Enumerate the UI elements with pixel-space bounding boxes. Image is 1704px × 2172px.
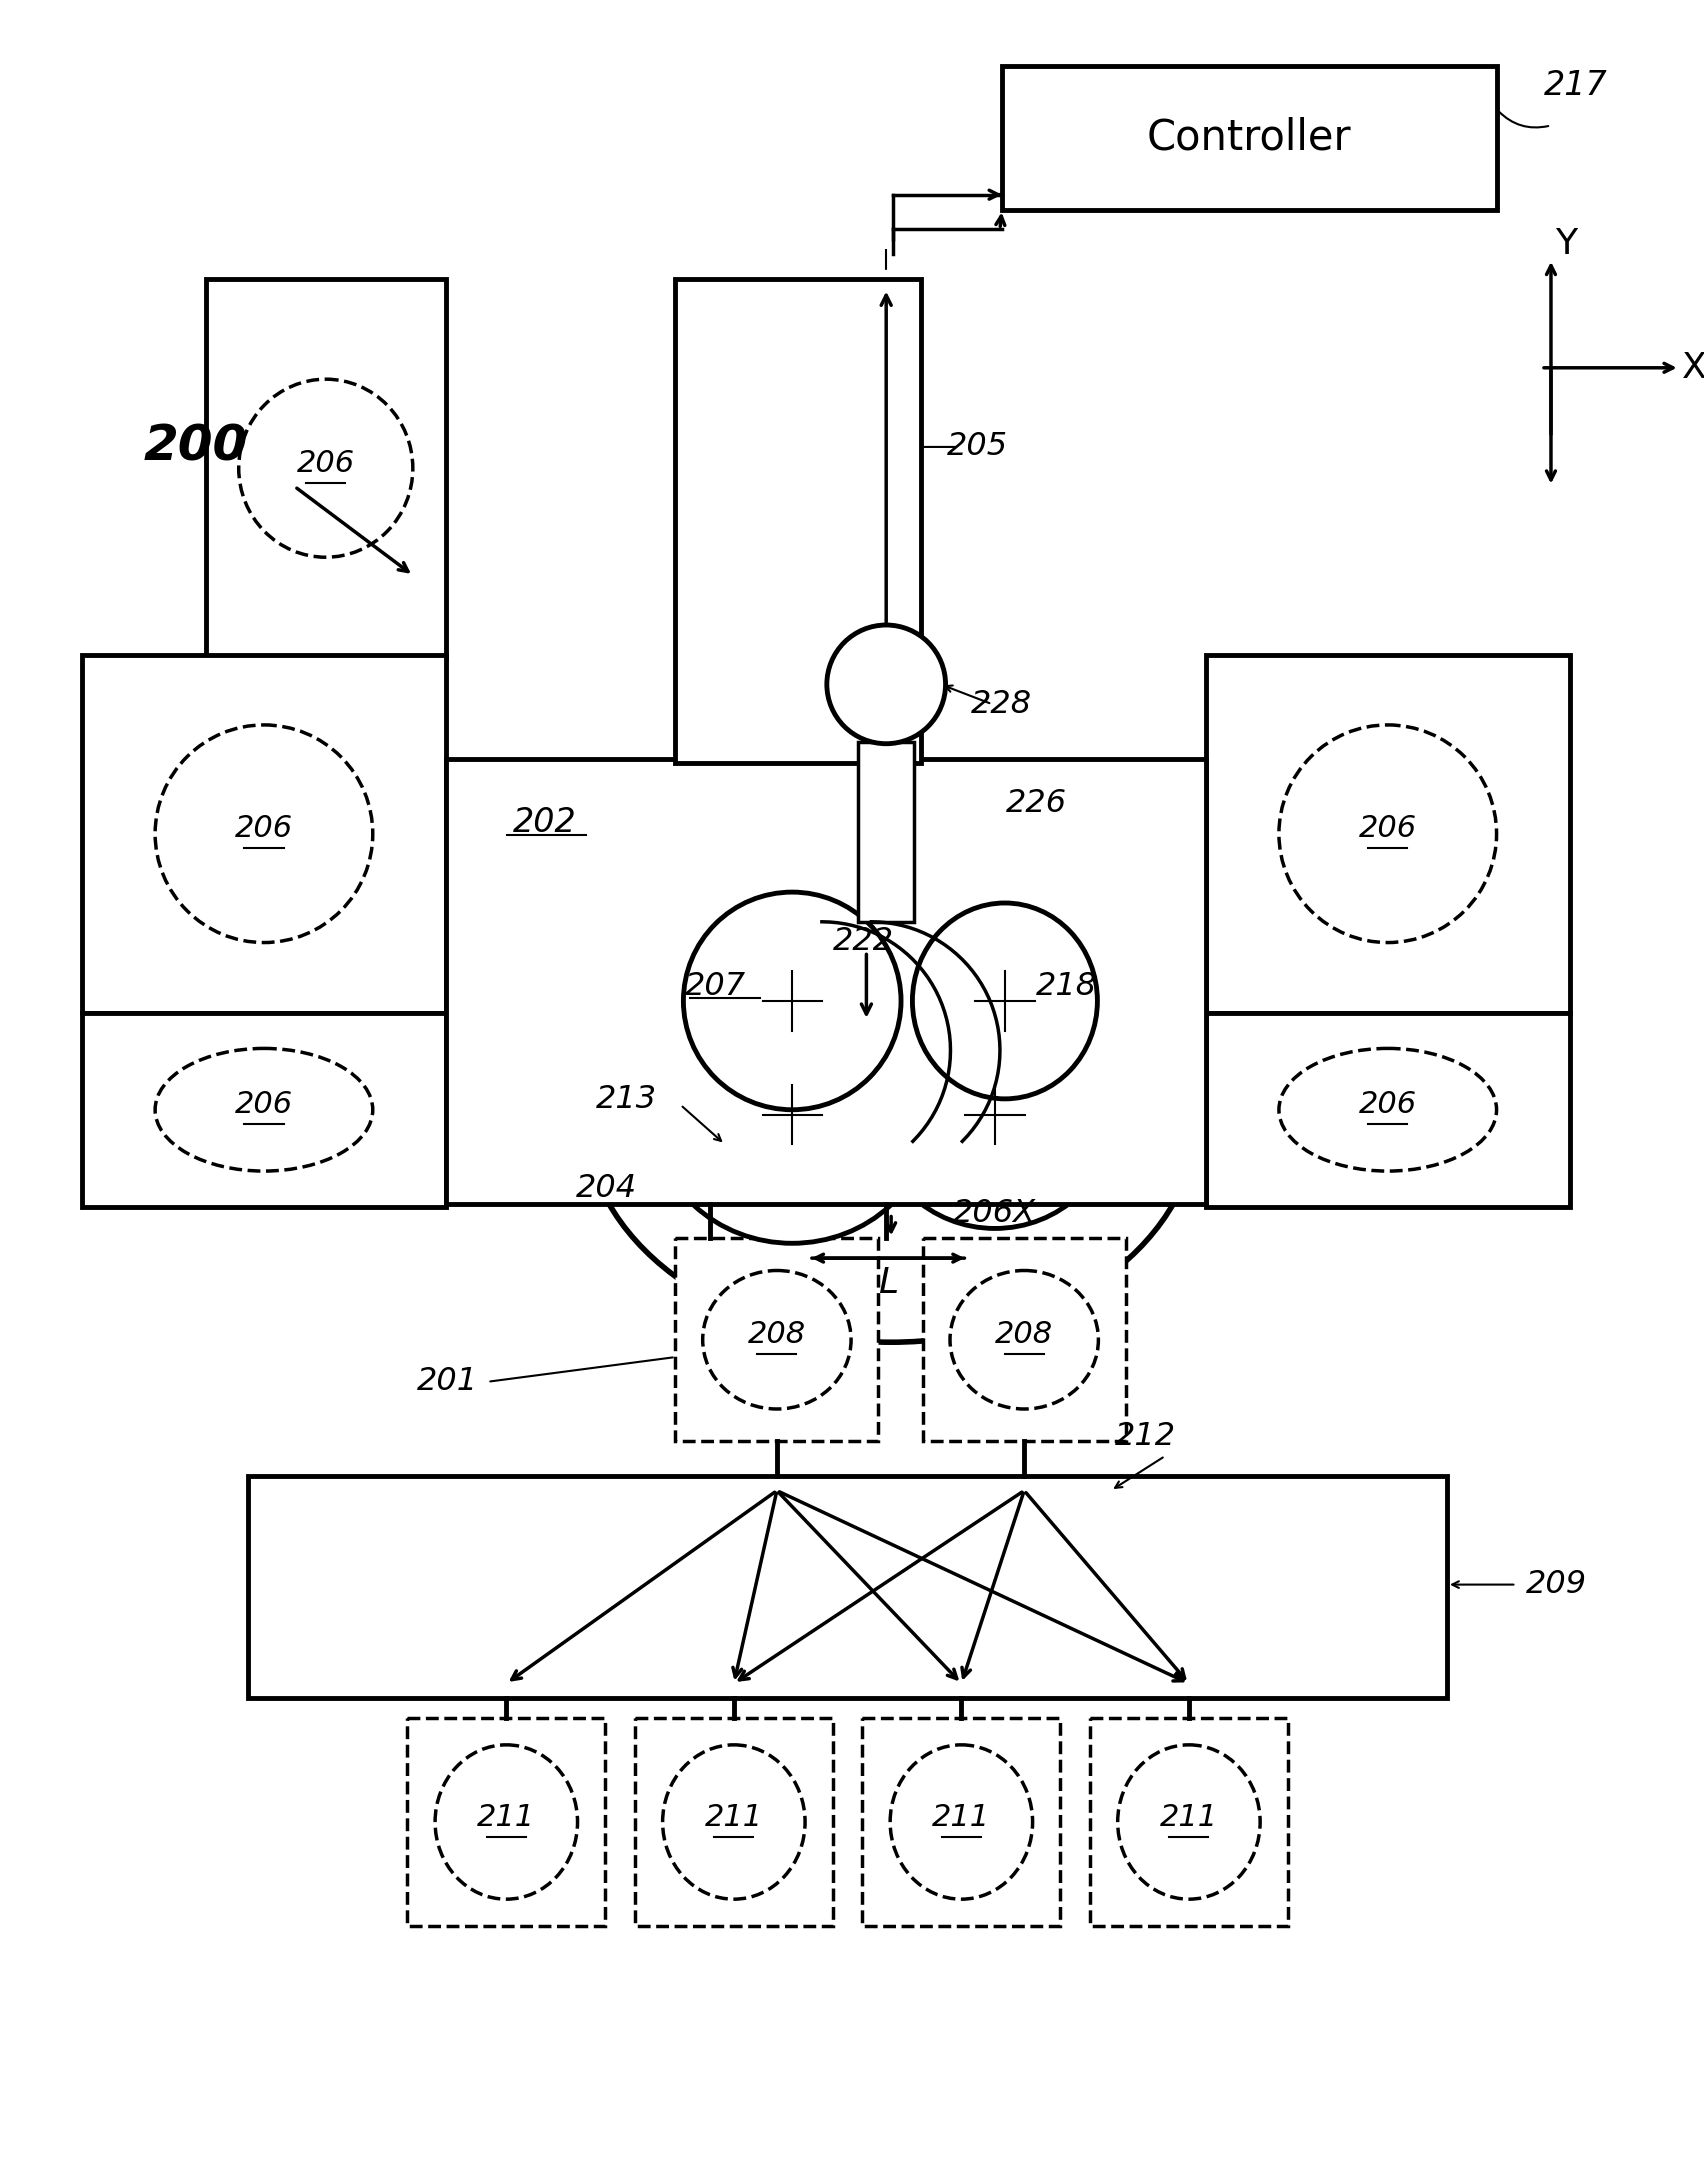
Text: 211: 211 [932,1803,990,1831]
Text: 218: 218 [1036,971,1097,1001]
Text: 206: 206 [235,1090,293,1119]
Text: L: L [878,1266,898,1299]
Bar [82,1012,446,1208]
Text: 209: 209 [1527,1568,1588,1601]
Bar [862,1718,1060,1927]
Text: 206: 206 [1358,814,1416,843]
Bar [675,1238,878,1442]
Ellipse shape [912,904,1097,1099]
Text: 201: 201 [416,1366,477,1397]
Bar [924,1238,1126,1442]
Bar [1206,654,1569,1012]
Text: 208: 208 [995,1321,1053,1349]
Bar [407,1718,605,1927]
Text: Controller: Controller [1147,117,1351,159]
Text: 226: 226 [1005,788,1067,819]
Text: 211: 211 [477,1803,535,1831]
Bar [82,654,446,1012]
Bar [859,741,913,921]
Text: 206X: 206X [953,1199,1036,1229]
Ellipse shape [876,1001,1114,1229]
Text: 204: 204 [576,1173,637,1205]
Bar [1206,1012,1569,1208]
Bar [446,758,1206,1203]
Ellipse shape [654,986,930,1242]
Text: 211: 211 [705,1803,763,1831]
Text: 212: 212 [1114,1420,1176,1451]
Text: 213: 213 [595,1084,656,1116]
Text: 222: 222 [833,925,895,958]
Text: Y: Y [1554,228,1576,261]
Bar [636,1718,833,1927]
Text: 206: 206 [235,814,293,843]
Text: 206: 206 [1358,1090,1416,1119]
Bar [675,278,920,765]
Text: 202: 202 [513,806,576,838]
Text: 211: 211 [1160,1803,1218,1831]
Text: 217: 217 [1544,70,1607,102]
Bar [1002,65,1496,209]
Bar [249,1475,1447,1699]
Bar [206,278,446,658]
Bar [1091,1718,1288,1927]
Ellipse shape [826,626,946,743]
Text: 207: 207 [685,971,746,1001]
Ellipse shape [683,893,901,1110]
Text: 208: 208 [748,1321,806,1349]
Text: 228: 228 [971,689,1033,719]
Text: 205: 205 [947,432,1007,463]
Text: 206: 206 [296,450,354,478]
Text: X: X [1682,352,1704,384]
Text: 200: 200 [143,424,247,471]
